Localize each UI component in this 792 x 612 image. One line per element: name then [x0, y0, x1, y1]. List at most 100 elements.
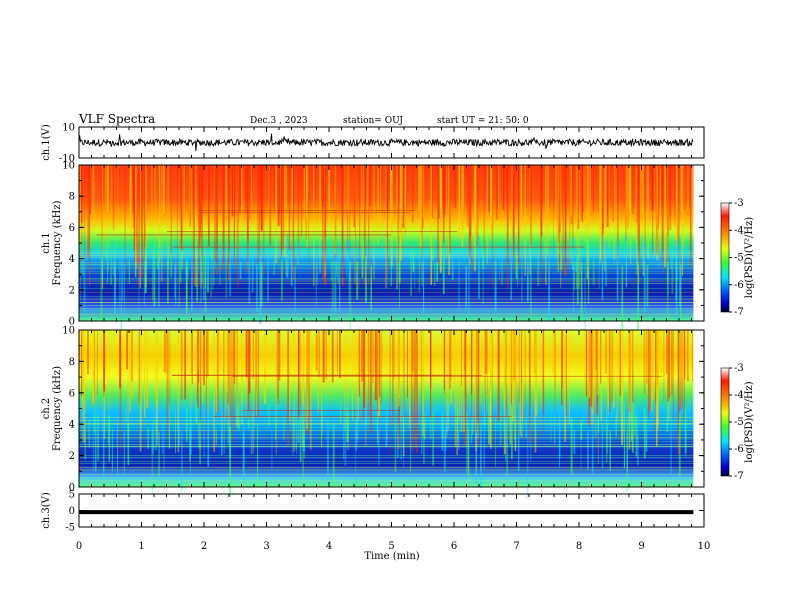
spectrogram-streak	[356, 412, 359, 443]
spectrogram-streak	[144, 165, 146, 251]
spectrogram-streak	[460, 330, 462, 387]
x-tick-label: 7	[513, 541, 519, 552]
y-tick-label: -5	[65, 523, 75, 534]
spectrogram-streak	[626, 165, 629, 250]
spectrogram-streak	[659, 330, 661, 371]
spectrogram-streak	[200, 238, 202, 289]
spectrogram-streak	[334, 165, 337, 255]
spectrogram-streak	[409, 413, 412, 474]
spectrogram-streak	[506, 165, 509, 270]
spectrogram-streak	[464, 330, 467, 446]
spectrogram-streak	[576, 165, 578, 249]
spectrogram-streak	[221, 407, 223, 456]
spectrogram-streak	[386, 165, 389, 211]
spectrogram-streak	[108, 415, 110, 462]
colorbar-label: log(PSD)(V²/Hz)	[744, 217, 755, 299]
spectrogram-streak	[129, 165, 132, 236]
spectrogram-streak	[400, 410, 403, 460]
spectrogram-streak	[605, 165, 607, 237]
spectrogram-streak	[557, 165, 559, 244]
spectrogram-streak	[644, 165, 646, 257]
y-tick-label: 10	[62, 326, 75, 337]
spectrogram-streak	[521, 330, 523, 426]
spectrogram-streak	[162, 165, 165, 214]
spectrogram-streak	[558, 401, 560, 468]
spectrogram-streak	[93, 330, 95, 404]
spectrogram-streak	[451, 250, 454, 281]
spectrogram-streak	[107, 422, 110, 445]
spectrogram-streak	[674, 165, 676, 218]
ch3-waveform-panel: 5 0 -5 ch.3(V)	[41, 490, 705, 534]
y-axis-label: ch.1(V)	[41, 124, 52, 161]
spectrogram-streak	[282, 165, 285, 250]
spectrogram-streak	[482, 249, 484, 305]
spectrogram-streak	[180, 330, 183, 400]
spectrogram-streak	[348, 165, 350, 243]
spectrogram-streak	[658, 241, 660, 268]
spectrogram-streak	[540, 330, 543, 407]
spectrogram-streak	[669, 246, 672, 270]
spectrogram-streak	[377, 421, 379, 445]
spectrogram-streak	[430, 330, 432, 381]
spectrogram-streak	[167, 330, 169, 429]
spectrogram-streak	[299, 330, 301, 407]
spectrogram-streak	[439, 165, 442, 273]
y-tick-label: 0	[69, 317, 75, 328]
spectrogram-streak	[626, 413, 628, 472]
x-tick-label: 9	[638, 541, 644, 552]
spectrogram-streak	[114, 265, 116, 314]
spectrogram-streak	[83, 257, 86, 318]
spectrogram-streak	[613, 330, 615, 408]
spectrogram-streak	[488, 401, 490, 444]
spectrogram-streak	[449, 165, 451, 254]
spectrogram-streak	[615, 165, 617, 230]
spectrogram-streak	[565, 330, 567, 416]
spectrogram-streak	[645, 413, 648, 452]
spectrogram-streak	[570, 418, 573, 474]
spectrogram-streak	[390, 241, 393, 286]
spectrogram-streak	[386, 402, 388, 441]
spectrogram-streak	[687, 330, 690, 374]
spectrogram-streak	[485, 330, 488, 374]
x-tick-label: 4	[326, 541, 332, 552]
spectrogram-streak	[200, 330, 202, 451]
spectrogram-streak	[305, 165, 308, 219]
spectrogram-streak	[124, 165, 127, 278]
spectrogram-streak	[353, 330, 356, 377]
spectrogram-streak	[123, 431, 126, 477]
spectrogram-streak	[185, 247, 187, 276]
spectrogram-streak	[415, 330, 417, 415]
spectrogram-streak	[631, 330, 633, 451]
spectrogram-streak	[429, 330, 432, 388]
spectrogram-streak	[163, 330, 166, 373]
spectrogram-streak	[568, 330, 570, 425]
spectrogram-streak	[101, 165, 103, 269]
spectrogram-streak	[306, 330, 309, 436]
spectrogram-streak	[203, 330, 205, 386]
spectrogram-streak	[475, 165, 477, 230]
spectrogram-streak	[626, 165, 629, 229]
spectrogram-streak	[94, 407, 97, 473]
spectrogram-streak	[588, 330, 591, 399]
x-tick-label: 5	[388, 541, 394, 552]
spectrogram-streak	[609, 430, 611, 471]
spectrogram-streak	[208, 165, 210, 247]
spectrogram-streak	[666, 165, 669, 273]
spectrogram-streak	[165, 330, 168, 374]
spectrogram-streak	[201, 165, 203, 289]
spectrogram-streak	[558, 422, 561, 458]
spectrogram-streak	[251, 256, 254, 293]
spectrogram-streak	[190, 411, 192, 455]
colorbar-tick-label: -5	[734, 253, 744, 264]
spectrogram-streak	[649, 330, 652, 411]
spectrogram-streak	[191, 330, 194, 385]
spectrogram-streak	[397, 165, 400, 263]
spectrogram-streak	[200, 165, 203, 224]
colorbar-tick-label: -4	[734, 225, 744, 236]
spectrogram-streak	[642, 165, 644, 212]
colorbar-tick-label: -6	[734, 280, 744, 291]
spectrogram-streak	[328, 330, 331, 396]
spectrogram-streak	[146, 330, 148, 409]
spectrogram-streak	[315, 330, 318, 371]
spectrogram-streak	[571, 237, 574, 270]
